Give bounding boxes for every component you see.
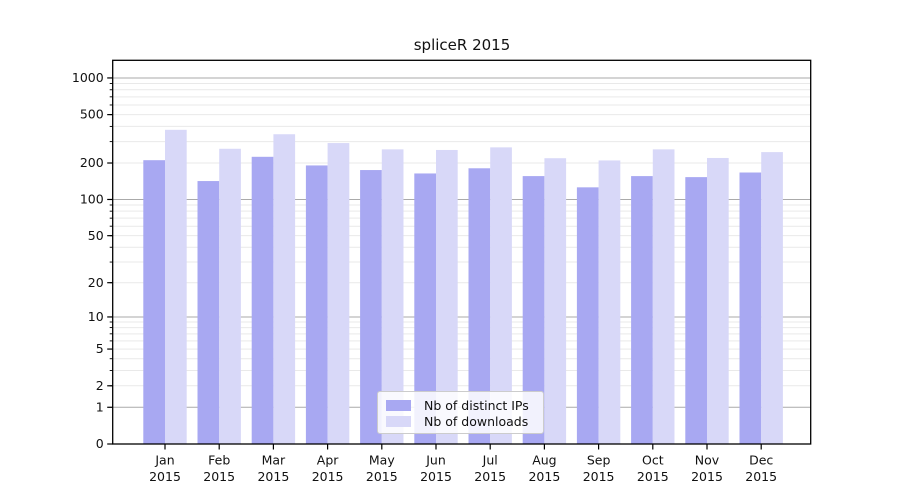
bar-distinct-ips-feb [197, 181, 220, 444]
x-tick-label-month: Feb [208, 453, 230, 468]
bars [143, 129, 783, 445]
bar-distinct-ips-sep [576, 187, 599, 445]
bar-downloads-jan [165, 129, 187, 444]
x-tick-label-year: 2015 [691, 469, 723, 484]
legend-swatch-distinct-ips [386, 399, 411, 411]
bar-distinct-ips-jul [468, 168, 491, 444]
y-tick-label: 2 [96, 378, 104, 393]
x-tick-label-year: 2015 [474, 469, 506, 484]
bar-downloads-sep [598, 160, 621, 444]
x-tick-label-month: Sep [587, 453, 611, 468]
x-tick-label-year: 2015 [583, 469, 615, 484]
x-tick-label-month: Oct [642, 453, 664, 468]
x-tick-label-year: 2015 [637, 469, 669, 484]
legend-item-downloads: Nb of downloads [386, 413, 535, 429]
x-tick-label-month: Jul [482, 453, 498, 468]
y-tick-label: 1000 [72, 70, 104, 85]
chart-legend: Nb of distinct IPs Nb of downloads [377, 391, 544, 434]
bar-distinct-ips-may [360, 170, 382, 444]
legend-swatch-downloads [386, 415, 411, 427]
tick-labels: 01251020501002005001000Jan2015Feb2015Mar… [72, 70, 777, 484]
y-tick-label: 5 [96, 341, 104, 356]
y-tick-label: 10 [88, 309, 104, 324]
axes-frame-and-ticks [107, 59, 812, 450]
bar-downloads-oct [652, 149, 675, 445]
x-tick-label-month: Apr [317, 453, 339, 468]
x-tick-label-month: Mar [262, 453, 286, 468]
y-tick-label: 50 [88, 228, 104, 243]
bar-distinct-ips-apr [305, 165, 328, 444]
bar-downloads-may [381, 149, 404, 445]
bar-downloads-jun [436, 149, 458, 444]
x-tick-label-month: Jan [154, 453, 174, 468]
x-tick-label-year: 2015 [149, 469, 181, 484]
bar-downloads-dec [761, 152, 783, 444]
x-tick-label-month: May [369, 453, 395, 468]
bar-downloads-jul [490, 147, 512, 444]
x-tick-label-month: Jun [425, 453, 446, 468]
bar-downloads-aug [544, 158, 567, 444]
y-tick-label: 500 [80, 107, 104, 122]
y-tick-label: 20 [88, 275, 104, 290]
y-tick-label: 0 [96, 436, 104, 451]
x-tick-label-month: Aug [532, 453, 556, 468]
x-tick-label-year: 2015 [528, 469, 560, 484]
x-tick-label-month: Nov [695, 453, 720, 468]
legend-label-distinct-ips: Nb of distinct IPs [424, 397, 529, 413]
chart-title: spliceR 2015 [413, 36, 511, 54]
x-tick-label-year: 2015 [745, 469, 777, 484]
legend-label-downloads: Nb of downloads [424, 413, 529, 429]
x-tick-label-year: 2015 [312, 469, 344, 484]
x-tick-label-year: 2015 [366, 469, 398, 484]
x-tick-label-year: 2015 [203, 469, 235, 484]
bar-distinct-ips-jan [143, 160, 165, 445]
plot-frame [112, 59, 812, 445]
bar-downloads-apr [327, 143, 350, 444]
bar-distinct-ips-dec [739, 172, 762, 444]
y-tick-label: 100 [80, 192, 104, 207]
x-tick-label-year: 2015 [257, 469, 289, 484]
bar-distinct-ips-aug [522, 176, 545, 445]
bar-distinct-ips-oct [631, 176, 653, 445]
bar-downloads-nov [707, 157, 729, 445]
y-tick-label: 1 [96, 399, 104, 414]
x-tick-label-year: 2015 [420, 469, 452, 484]
bar-downloads-feb [219, 148, 241, 445]
bar-distinct-ips-jun [414, 173, 436, 444]
y-tick-label: 200 [80, 155, 104, 170]
bar-downloads-mar [273, 134, 296, 444]
legend-item-distinct-ips: Nb of distinct IPs [386, 397, 535, 413]
bar-distinct-ips-nov [685, 177, 707, 444]
x-tick-label-month: Dec [749, 453, 773, 468]
bar-distinct-ips-mar [251, 156, 274, 444]
